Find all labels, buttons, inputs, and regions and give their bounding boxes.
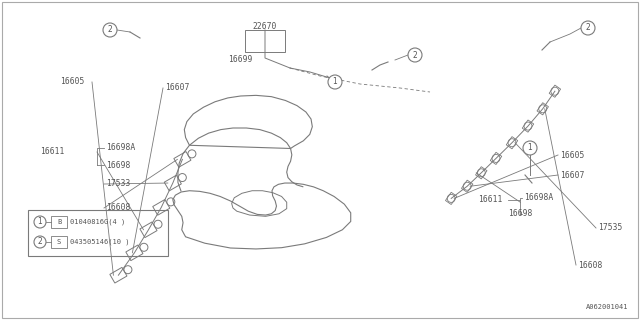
Bar <box>537 103 548 115</box>
Text: 2: 2 <box>586 23 590 33</box>
Text: 2: 2 <box>38 237 42 246</box>
Text: 1: 1 <box>333 77 337 86</box>
Text: 16607: 16607 <box>165 84 189 92</box>
Bar <box>174 152 191 167</box>
Text: A062001041: A062001041 <box>586 304 628 310</box>
Text: 16608: 16608 <box>578 260 602 269</box>
Circle shape <box>34 236 46 248</box>
Text: 16605: 16605 <box>560 150 584 159</box>
Bar <box>51 236 67 248</box>
Bar <box>126 245 143 260</box>
Circle shape <box>581 21 595 35</box>
Bar <box>140 222 157 237</box>
Bar <box>110 268 127 283</box>
Text: S: S <box>57 239 61 245</box>
Circle shape <box>408 48 422 62</box>
Text: 17533: 17533 <box>106 180 131 188</box>
Circle shape <box>34 216 46 228</box>
Text: 16611: 16611 <box>478 196 502 204</box>
Text: 2: 2 <box>108 26 113 35</box>
Text: 01040816G(4 ): 01040816G(4 ) <box>70 219 125 225</box>
Text: B: B <box>57 219 61 225</box>
Text: 16608: 16608 <box>106 204 131 212</box>
Bar <box>153 200 170 215</box>
Circle shape <box>523 141 537 155</box>
Bar <box>522 120 534 132</box>
Bar <box>445 192 457 204</box>
Bar <box>461 180 473 192</box>
Bar <box>28 210 168 256</box>
Text: 1: 1 <box>38 218 42 227</box>
Bar <box>549 85 561 97</box>
Bar <box>164 175 181 191</box>
Text: 2: 2 <box>413 51 417 60</box>
Text: 16607: 16607 <box>560 171 584 180</box>
Text: 043505146(10 ): 043505146(10 ) <box>70 239 129 245</box>
Circle shape <box>103 23 117 37</box>
Text: 17535: 17535 <box>598 223 622 233</box>
Text: 1: 1 <box>527 143 532 153</box>
Text: 16698A: 16698A <box>106 143 135 153</box>
Bar <box>51 216 67 228</box>
Bar <box>245 30 285 52</box>
Bar <box>490 152 502 164</box>
Text: 16605: 16605 <box>60 77 84 86</box>
Text: 16699: 16699 <box>228 55 252 64</box>
Circle shape <box>328 75 342 89</box>
Bar <box>476 167 487 179</box>
Text: 16698: 16698 <box>508 210 532 219</box>
Text: 16698: 16698 <box>106 161 131 170</box>
Bar <box>506 137 518 149</box>
Text: 22670: 22670 <box>253 22 277 31</box>
Text: 16611: 16611 <box>40 148 65 156</box>
Text: 16698A: 16698A <box>524 194 553 203</box>
